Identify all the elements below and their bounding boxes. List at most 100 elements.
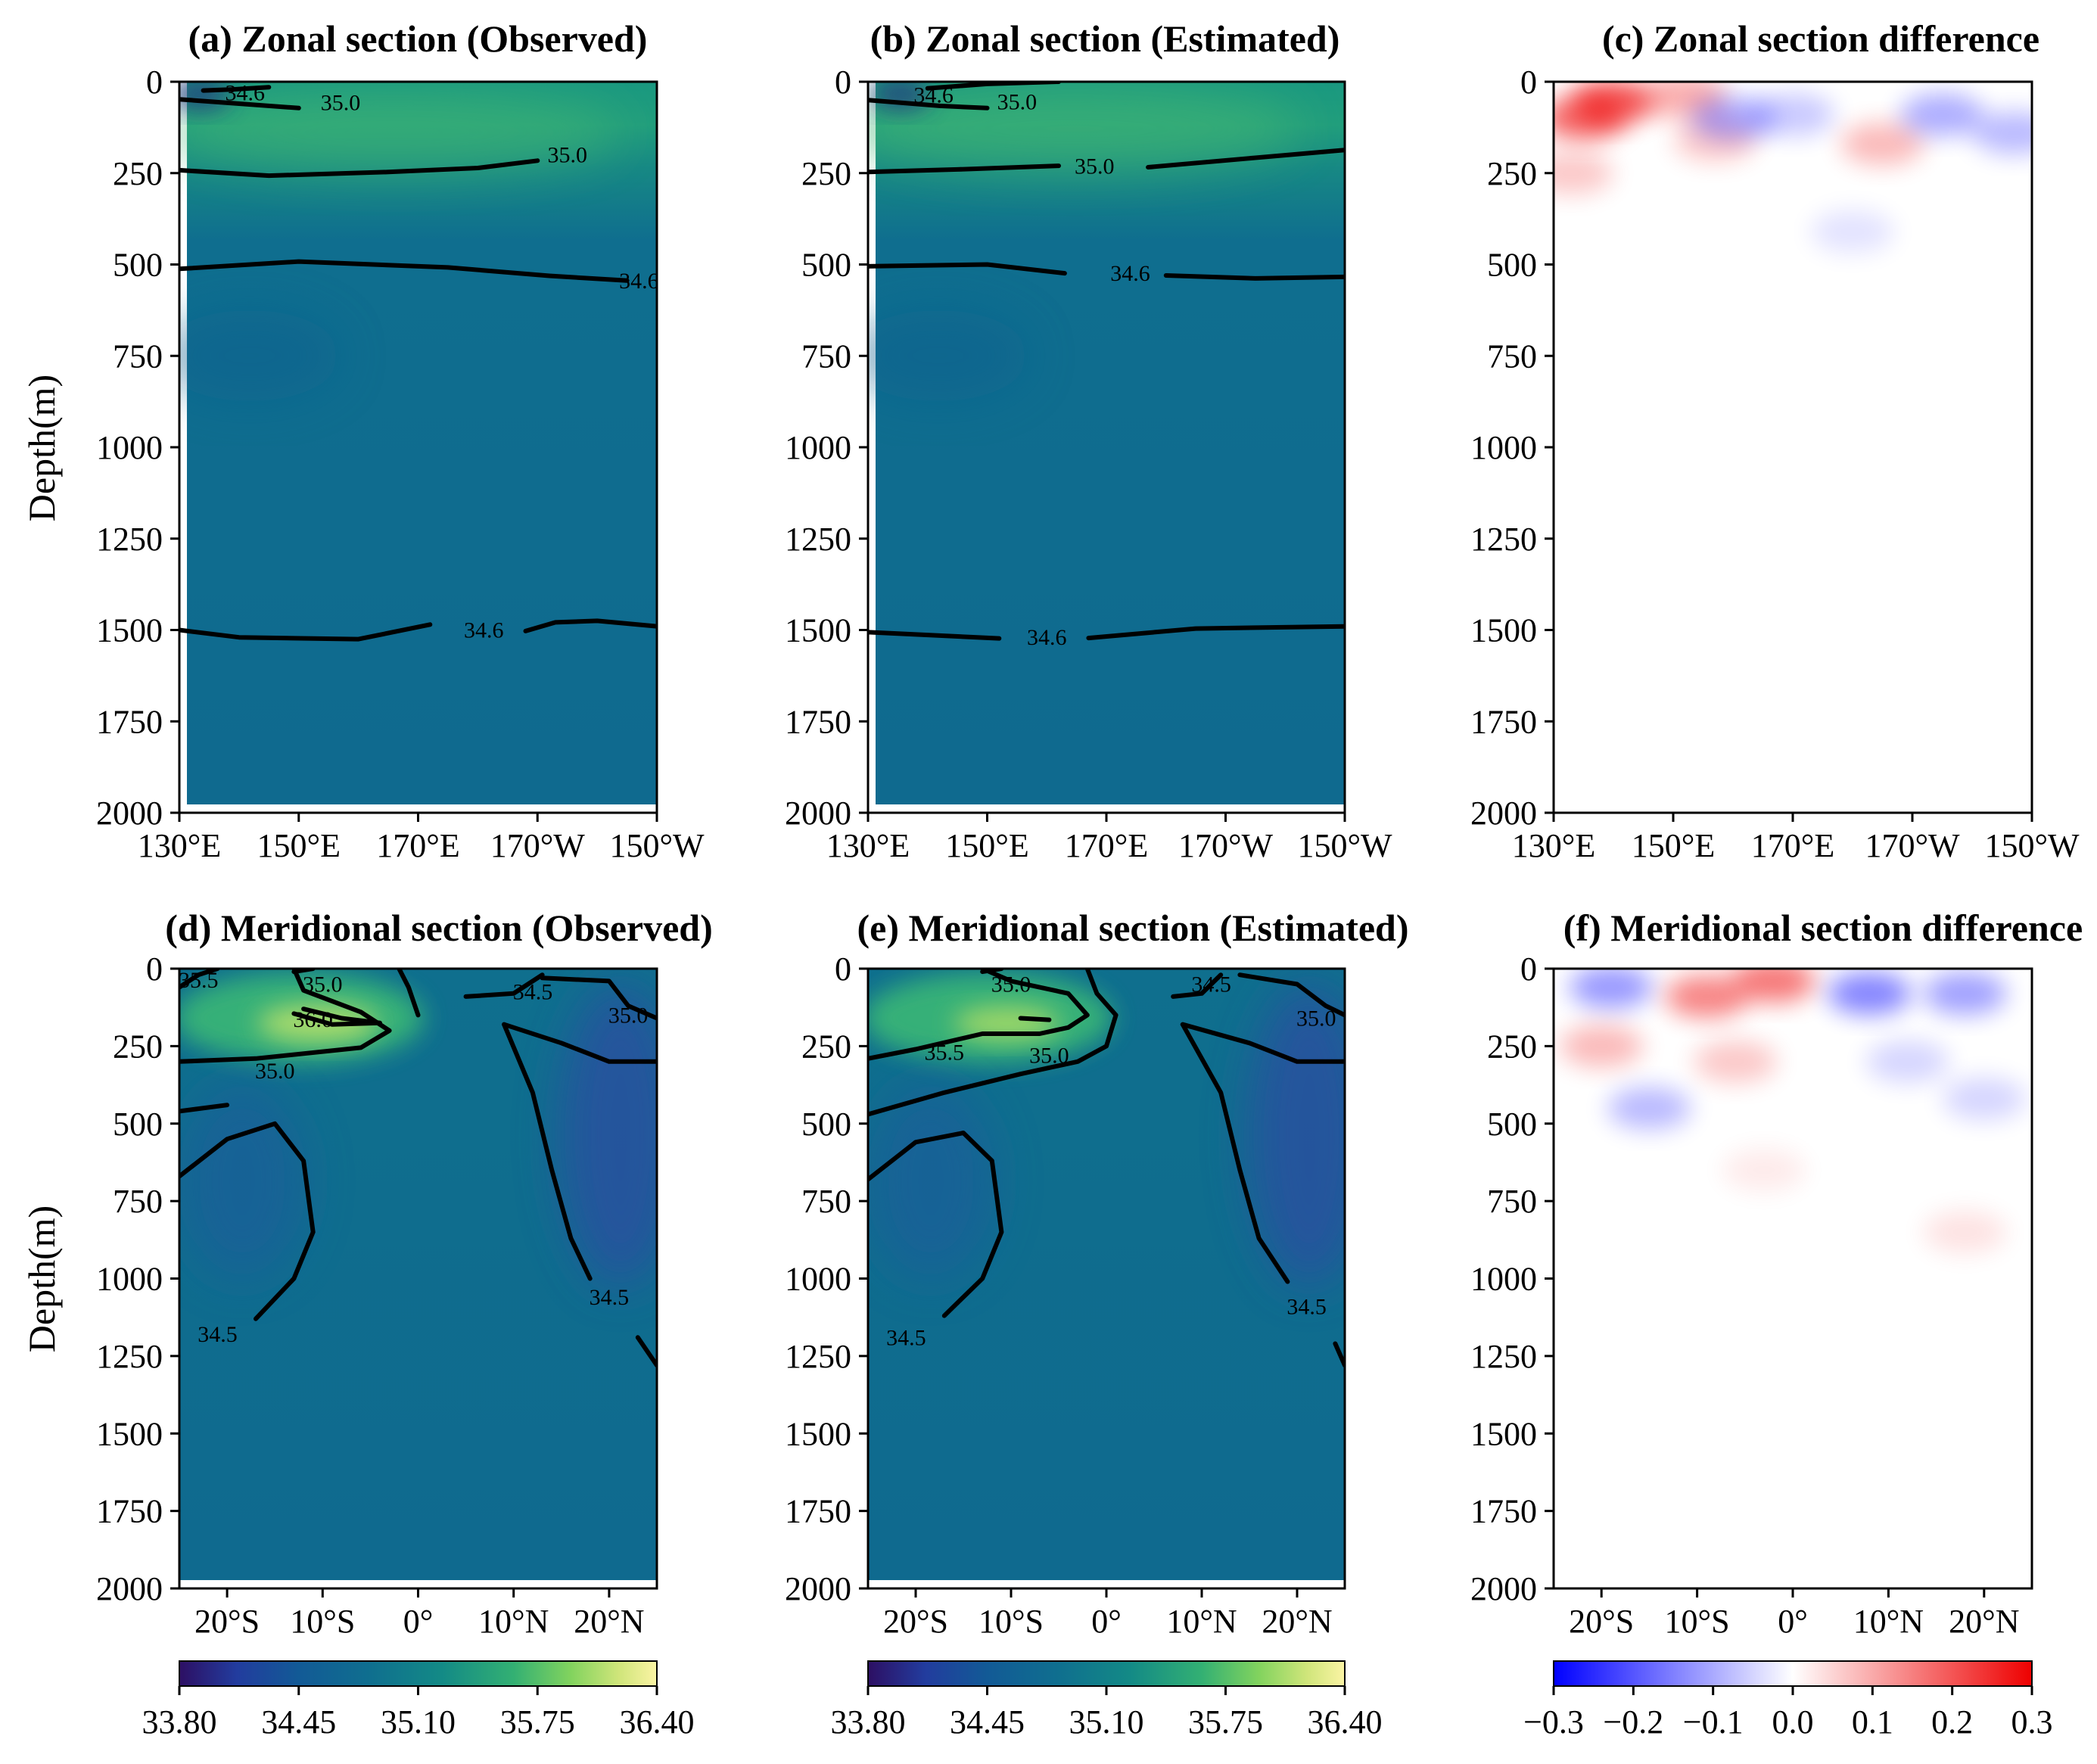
colorbar-3: −0.3 −0.2 −0.1 0.0 0.1 0.2 0.3 (1523, 1660, 2053, 1741)
panel-f-anomaly-7 (1865, 1040, 1949, 1083)
panel-d-ytick-label-8: 2000 (96, 1570, 163, 1607)
panel-d-ytick-label-4: 1000 (96, 1261, 163, 1298)
panel-e-ytick-label-8: 2000 (785, 1570, 851, 1607)
panel-f-xtick-label-2: 0° (1778, 1603, 1808, 1640)
colorbar-1-tick-label-2: 35.10 (381, 1703, 456, 1741)
colorbar-1-gradient (179, 1660, 658, 1687)
panel-b-background (876, 82, 1345, 804)
panel-a-xtick-label-3: 170°W (490, 827, 586, 864)
panel-d-contour-6 (540, 975, 657, 1021)
panel-a-high-salinity-core (179, 91, 621, 174)
panel-a-xtick-label-2: 170°E (376, 827, 459, 864)
panel-c-ytick-label-8: 2000 (1470, 795, 1537, 832)
panel-e-ytick-label-3: 750 (801, 1183, 851, 1220)
panel-e-ytick-label-2: 500 (801, 1106, 851, 1143)
colorbar-2-tick-label-4: 36.40 (1308, 1703, 1383, 1741)
panel-f-anomaly-10 (1722, 1149, 1806, 1192)
panel-e-fresh-south (868, 1082, 995, 1279)
panel-e-contour-label-2: 35.0 (1029, 1044, 1069, 1069)
panel-d-ytick-label-7: 1750 (96, 1493, 163, 1530)
panel-b-ytick-label-1: 250 (801, 155, 851, 192)
panel-d-ytick-label-1: 250 (113, 1028, 163, 1065)
panel-b-ytick-label-6: 1500 (785, 612, 851, 649)
panel-e-contour-2 (868, 969, 1119, 1117)
panel-e-xtick-label-2: 0° (1091, 1603, 1122, 1640)
panel-f-anomaly-5 (1560, 1025, 1644, 1068)
colorbar-2-tick-label-0: 33.80 (831, 1703, 906, 1741)
panel-c-field (1554, 82, 2032, 813)
panel-d-xtick-label-0: 20°S (194, 1603, 260, 1640)
colorbar-2: 33.80 34.45 35.10 35.75 36.40 (831, 1660, 1383, 1741)
panel-f-ytick-label-8: 2000 (1470, 1570, 1537, 1607)
panel-f-anomaly-4 (1923, 972, 2007, 1015)
panel-d-xtick-label-2: 0° (403, 1603, 434, 1640)
panel-f-xtick-label-0: 20°S (1569, 1603, 1634, 1640)
panel-d-contour-1 (179, 969, 220, 990)
panel-c-anomaly-9 (1811, 210, 1894, 254)
panel-e-xtick-label-4: 20°N (1262, 1603, 1332, 1640)
panel-f-ytick-label-4: 1000 (1470, 1261, 1537, 1298)
colorbar-2-tick-label-2: 35.10 (1069, 1703, 1144, 1741)
panel-a-contour-5 (523, 618, 657, 633)
panel-f-axes: 20°S 10°S 0° 10°N 20°N 0 250 500 750 1000 1250 1500… (1470, 950, 2033, 1640)
panel-b-contour-0 (868, 98, 990, 110)
colorbar-3-tick-label-0: −0.3 (1523, 1703, 1584, 1741)
panel-b-xtick-label-1: 150°E (945, 827, 1028, 864)
panel-b-contour-2 (1146, 148, 1345, 170)
panel-c-anomaly-10 (1554, 151, 1613, 194)
panel-c-ytick-label-5: 1250 (1470, 521, 1537, 558)
panel-f-anomaly-9 (1942, 1077, 2026, 1120)
panel-d-contour-label-6: 35.0 (608, 1003, 649, 1028)
panel-a-axes: 130°E 150°E 170°E 170°W 150°W 0 250 500 750 1000 1… (96, 64, 705, 864)
panel-d-ylabel: Depth(m) (20, 1206, 63, 1352)
panel-a-ytick-label-6: 1500 (96, 612, 163, 649)
panel-c-anomaly-7 (1900, 93, 1984, 136)
panel-c-anomaly-6 (1840, 123, 1924, 166)
panel-c-anomalies (1554, 82, 2032, 254)
panel-d-meridional-observed: (d) Meridional section (Observed) Depth(… (20, 907, 713, 1640)
panel-a-xtick-label-1: 150°E (257, 827, 341, 864)
panel-a-contours: 34.6 35.0 35.0 34.6 34.6 (179, 80, 657, 643)
panel-e-contour-4 (1171, 972, 1224, 999)
panel-d-contour-2 (179, 969, 392, 1064)
panel-c-title: (c) Zonal section difference (1602, 17, 2039, 60)
panel-a-contour-4 (179, 622, 433, 642)
panel-f-meridional-difference: (f) Meridional section difference 20°S 10… (1470, 907, 2083, 1640)
colorbar-3-tick-label-6: 0.3 (2011, 1703, 2053, 1741)
panel-c-ytick-label-2: 500 (1487, 247, 1537, 284)
panel-e-meridional-estimated: (e) Meridional section (Estimated) 35.5 3… (785, 907, 1409, 1640)
panel-d-contour-7 (502, 1022, 657, 1064)
panel-a-contour-label-0: 34.6 (226, 80, 266, 105)
panel-e-contour-1 (868, 969, 1090, 1061)
panel-d-ytick-label-0: 0 (146, 950, 163, 988)
panel-c-zonal-difference: (c) Zonal section difference 130°E 150°E 1… (1470, 17, 2080, 864)
panel-d-ytick-label-5: 1250 (96, 1338, 163, 1375)
panel-a-contour-1 (179, 158, 540, 179)
panel-c-axes: 130°E 150°E 170°E 170°W 150°W 0 250 500 750 1000 1… (1470, 64, 2080, 864)
panel-a-ytick-label-4: 1000 (96, 429, 163, 466)
panel-e-contour-label-3: 35.0 (991, 972, 1031, 997)
panel-c-ytick-label-7: 1750 (1470, 703, 1537, 740)
panel-b-contour-label-3: 35.0 (997, 90, 1038, 115)
panel-f-ytick-label-6: 1500 (1470, 1415, 1537, 1452)
panel-b-deep-patch (868, 310, 1029, 401)
panel-c-background (1554, 82, 2032, 813)
colorbar-3-tick-label-4: 0.1 (1852, 1703, 1893, 1741)
panel-e-ytick-label-7: 1750 (785, 1493, 851, 1530)
panel-e-title: (e) Meridional section (Estimated) (857, 907, 1408, 949)
panel-d-contours: 36.0 35.5 35.0 35.0 34.5 35.0 34.5 34.5 (179, 969, 657, 1368)
panel-d-fresh-south (179, 1082, 306, 1279)
panel-f-ytick-label-3: 750 (1487, 1183, 1537, 1220)
panel-a-ytick-label-5: 1250 (96, 521, 163, 558)
panel-e-xtick-label-1: 10°S (978, 1603, 1044, 1640)
panel-a-contour-3 (179, 259, 630, 283)
panel-a-ytick-label-1: 250 (113, 155, 163, 192)
panel-f-anomaly-0 (1569, 969, 1653, 1009)
panel-e-contour-label-1: 35.5 (925, 1041, 965, 1066)
colorbar-3-gradient (1553, 1660, 2033, 1687)
panel-d-xtick-label-1: 10°S (290, 1603, 355, 1640)
panel-d-contour-label-2: 35.0 (255, 1059, 295, 1084)
panel-f-anomaly-6 (1694, 1040, 1778, 1083)
panel-b-contour-1 (868, 163, 1061, 175)
colorbar-3-tick-label-2: −0.1 (1683, 1703, 1744, 1741)
